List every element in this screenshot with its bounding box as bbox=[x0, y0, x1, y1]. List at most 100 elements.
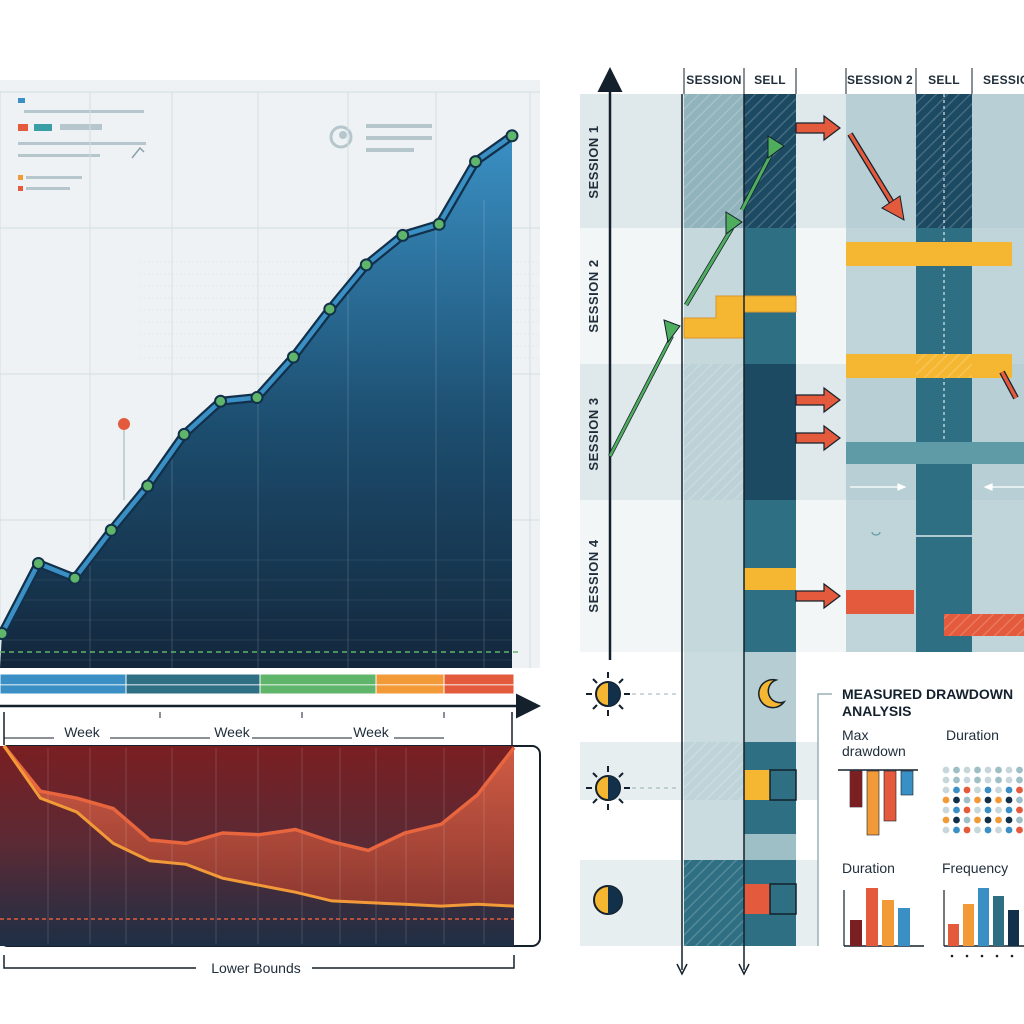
bar-session-2-sell bbox=[846, 242, 1012, 266]
dot-2-4 bbox=[984, 786, 992, 794]
dot-5-5 bbox=[995, 816, 1002, 824]
week-bracket-3 bbox=[301, 712, 445, 739]
dot-3-3 bbox=[974, 796, 981, 804]
buy-arrows bbox=[608, 135, 785, 457]
legend-swatch-teal bbox=[34, 124, 52, 131]
data-point-7 bbox=[214, 394, 228, 408]
panel-label-max: Max bbox=[842, 727, 868, 743]
red-arrow-diag bbox=[848, 133, 896, 207]
duration-bar-1 bbox=[850, 920, 862, 946]
data-point-12 bbox=[396, 228, 410, 242]
data-point-15 bbox=[505, 129, 519, 143]
dot-6-3 bbox=[974, 826, 981, 834]
panel-label-drawdown: drawdown bbox=[842, 743, 906, 759]
range-arrows bbox=[850, 483, 1024, 537]
dot-2-3 bbox=[974, 786, 981, 794]
dot-4-3 bbox=[974, 806, 981, 814]
bar-session-3-hold bbox=[846, 442, 1024, 464]
frequency-tick-4 bbox=[1010, 954, 1014, 958]
dot-1-2 bbox=[963, 776, 971, 784]
dot-1-5 bbox=[995, 776, 1002, 784]
dot-4-7 bbox=[1016, 806, 1023, 814]
dot-1-1 bbox=[953, 776, 960, 784]
red-arrow-diag-head bbox=[881, 195, 905, 221]
week-brackets bbox=[3, 712, 513, 745]
dot-2-2 bbox=[963, 786, 971, 794]
data-point-2 bbox=[31, 556, 45, 570]
dot-3-0 bbox=[942, 796, 950, 804]
dot-2-0 bbox=[942, 786, 950, 794]
red-arrow-3 bbox=[795, 424, 841, 452]
moon-icon bbox=[758, 678, 787, 709]
dot-2-7 bbox=[1016, 786, 1023, 794]
dot-4-0 bbox=[942, 806, 950, 814]
column-header-session: SESSION bbox=[686, 73, 741, 87]
duration-bar-4 bbox=[898, 908, 910, 946]
red-arrow-4 bbox=[795, 582, 841, 610]
data-point-3 bbox=[68, 571, 82, 585]
panel-label-frequency: Frequency bbox=[942, 860, 1008, 876]
half-moon-icon bbox=[593, 885, 623, 915]
frequency-bars bbox=[943, 888, 1024, 958]
red-arrow-1 bbox=[795, 114, 841, 142]
row-label-session-1: SESSION 1 bbox=[586, 125, 601, 198]
frequency-tick-2 bbox=[980, 954, 984, 958]
dot-1-0 bbox=[942, 776, 950, 784]
data-point-14 bbox=[469, 155, 483, 169]
dot-3-6 bbox=[1005, 796, 1013, 804]
dot-2-6 bbox=[1005, 786, 1013, 794]
red-arrow-2 bbox=[795, 386, 841, 414]
frequency-bar-4 bbox=[993, 896, 1004, 946]
max-bar-3 bbox=[883, 770, 897, 822]
dot-5-0 bbox=[942, 816, 950, 824]
dot-6-4 bbox=[984, 826, 992, 834]
dot-6-0 bbox=[942, 826, 950, 834]
drawdown-analysis-panel: MEASURED DRAWDOWN ANALYSIS Max drawdown … bbox=[817, 664, 1024, 958]
row-label-session-4: SESSION 4 bbox=[586, 539, 601, 612]
dot-1-4 bbox=[984, 776, 992, 784]
column-header-sell-2: SELL bbox=[928, 73, 960, 87]
dot-4-5 bbox=[995, 806, 1002, 814]
duration-bar-2 bbox=[866, 888, 878, 946]
duration-bars bbox=[843, 888, 924, 947]
dot-0-6 bbox=[1005, 766, 1013, 774]
bar-session-4-entry bbox=[744, 568, 796, 590]
dot-5-1 bbox=[953, 816, 960, 824]
panel-label-duration-top: Duration bbox=[946, 727, 999, 743]
dot-0-2 bbox=[963, 766, 971, 774]
red-arrow-diag2 bbox=[1000, 371, 1018, 399]
week-label-1: Week bbox=[64, 724, 101, 740]
drawdown-upper-line bbox=[2, 744, 516, 853]
frequency-tick-0 bbox=[950, 954, 954, 958]
frequency-bar-3 bbox=[978, 888, 989, 946]
dot-3-5 bbox=[995, 796, 1002, 804]
analysis-title-line-1: MEASURED DRAWDOWN bbox=[842, 686, 1013, 702]
drawdown-chart bbox=[0, 744, 541, 947]
magnifier-icon bbox=[329, 125, 353, 149]
dot-3-2 bbox=[963, 796, 971, 804]
frequency-tick-3 bbox=[995, 954, 999, 958]
data-point-1 bbox=[0, 627, 9, 641]
max-bar-1-dark bbox=[850, 771, 862, 807]
annotation-marker bbox=[118, 418, 130, 500]
legend-swatch-red bbox=[18, 124, 28, 131]
sell-arrows bbox=[795, 114, 1019, 610]
drawdown-band-fill bbox=[4, 746, 514, 907]
data-point-8 bbox=[250, 391, 264, 405]
max-bar-2 bbox=[866, 770, 880, 836]
dot-5-7 bbox=[1016, 816, 1023, 824]
frequency-bar-2 bbox=[963, 904, 974, 946]
frequency-bar-1 bbox=[948, 924, 959, 946]
dot-1-7 bbox=[1016, 776, 1023, 784]
sun-icon bbox=[586, 672, 630, 716]
duration-bar-3 bbox=[882, 900, 894, 946]
dot-5-4 bbox=[984, 816, 992, 824]
data-point-13 bbox=[432, 217, 446, 231]
dot-0-1 bbox=[953, 766, 960, 774]
panel-label-duration-bottom: Duration bbox=[842, 860, 895, 876]
data-point-6 bbox=[177, 427, 191, 441]
growth-points bbox=[0, 129, 519, 641]
lower-bounds-label: Lower Bounds bbox=[211, 960, 301, 976]
dot-1-6 bbox=[1005, 776, 1013, 784]
drawdown-lower-line bbox=[2, 745, 515, 908]
